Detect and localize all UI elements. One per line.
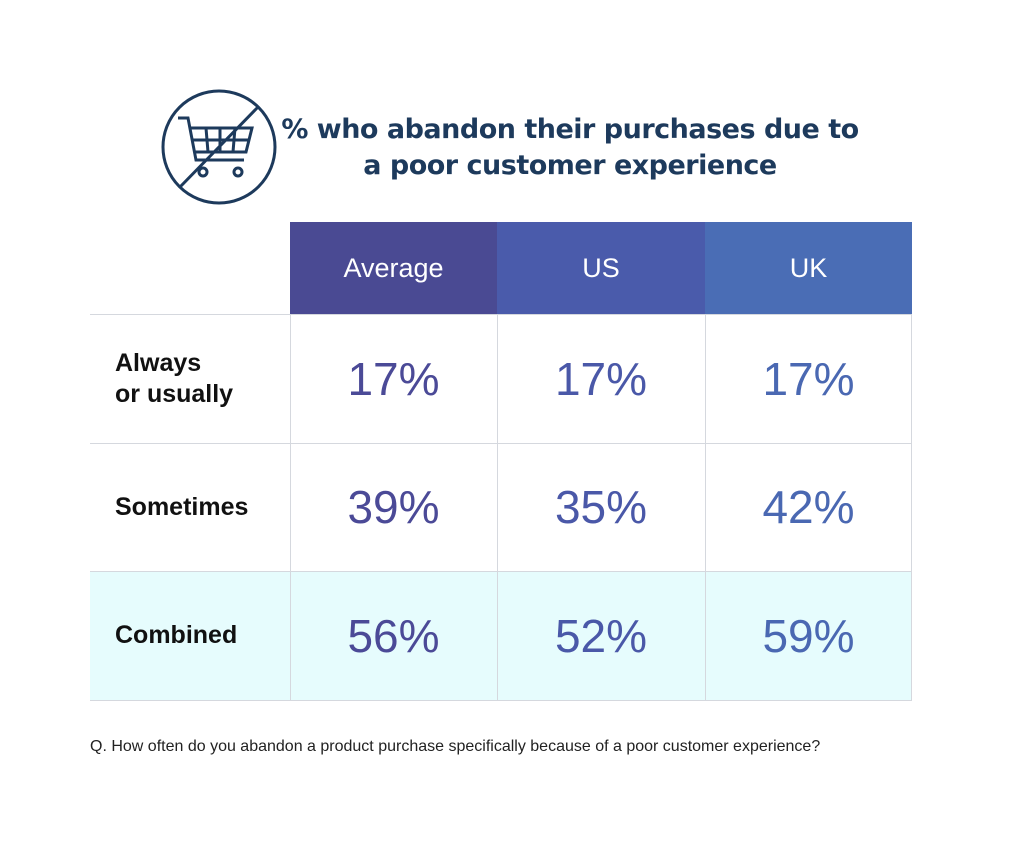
column-header-uk: UK: [705, 222, 912, 314]
value-cell-average: 56%: [347, 609, 440, 662]
row-divider: [90, 443, 912, 444]
row-divider: [90, 700, 912, 701]
value-cell-uk: 42%: [762, 481, 855, 533]
column-divider: [290, 314, 291, 700]
value-cell-us: 17%: [554, 352, 648, 405]
column-divider: [497, 314, 498, 700]
value-cell-uk: 17%: [762, 352, 855, 405]
value-cell-average: 17%: [347, 352, 440, 405]
row-label-line: Always: [115, 348, 202, 377]
row-label-sometimes: Sometimes: [115, 492, 249, 521]
value-cell-uk: 59%: [762, 609, 855, 662]
value-cell-average: 39%: [347, 481, 440, 533]
combined-row-background: [90, 571, 912, 700]
column-divider: [705, 314, 706, 700]
value-cell-us: 52%: [554, 609, 648, 662]
row-divider: [90, 571, 912, 572]
chart-title: % who abandon their purchases due to a p…: [281, 114, 859, 181]
row-label-always-or-usually: Always or usually: [90, 314, 290, 443]
column-header-average: Average: [290, 222, 497, 314]
no-shopping-cart-icon: [161, 89, 277, 205]
column-divider: [911, 314, 912, 700]
row-label-line: or usually: [115, 379, 234, 408]
column-header-us: US: [497, 222, 705, 314]
row-divider: [90, 314, 912, 315]
value-cell-us: 35%: [554, 481, 648, 533]
survey-question: Q. How often do you abandon a product pu…: [90, 738, 821, 755]
row-label-combined: Combined: [115, 621, 238, 649]
